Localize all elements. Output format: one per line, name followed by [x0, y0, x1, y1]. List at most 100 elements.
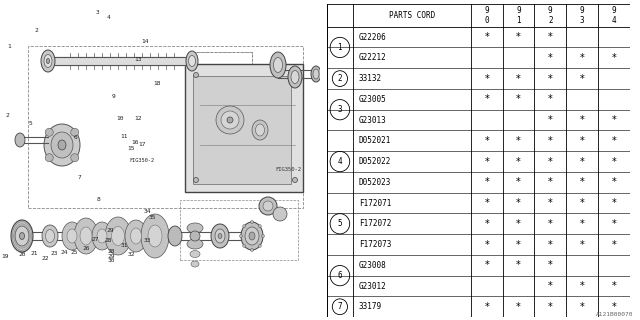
Text: *: *: [580, 156, 584, 166]
Ellipse shape: [216, 106, 244, 134]
Ellipse shape: [189, 55, 195, 67]
Text: *: *: [611, 240, 616, 250]
Text: *: *: [611, 156, 616, 166]
Text: 27: 27: [92, 237, 99, 242]
Text: 22: 22: [41, 256, 49, 261]
Text: G22212: G22212: [358, 53, 387, 62]
Text: F172071: F172071: [358, 198, 391, 208]
Text: *: *: [548, 177, 553, 187]
Text: *: *: [580, 219, 584, 229]
Ellipse shape: [313, 69, 319, 79]
Text: *: *: [516, 219, 521, 229]
Text: 4: 4: [612, 16, 616, 25]
Text: 11: 11: [120, 133, 128, 139]
Text: *: *: [611, 53, 616, 63]
Text: 1: 1: [7, 44, 11, 49]
Text: 20: 20: [18, 252, 26, 257]
Text: *: *: [611, 219, 616, 229]
Text: 17: 17: [139, 142, 146, 147]
Ellipse shape: [71, 154, 79, 162]
Text: *: *: [580, 115, 584, 125]
Text: 9: 9: [484, 6, 489, 15]
Text: *: *: [548, 115, 553, 125]
Text: A121B00070: A121B00070: [596, 312, 634, 317]
Text: 30: 30: [108, 258, 115, 263]
Text: 28: 28: [108, 249, 115, 254]
Text: *: *: [580, 281, 584, 291]
Text: 34: 34: [144, 209, 152, 214]
Ellipse shape: [186, 51, 198, 71]
Ellipse shape: [250, 220, 253, 223]
Text: G23012: G23012: [358, 282, 387, 291]
Ellipse shape: [45, 128, 53, 136]
Text: *: *: [516, 260, 521, 270]
Text: *: *: [484, 156, 489, 166]
Text: *: *: [580, 240, 584, 250]
Text: *: *: [548, 240, 553, 250]
Ellipse shape: [227, 117, 233, 123]
Ellipse shape: [105, 217, 131, 255]
Ellipse shape: [47, 59, 49, 63]
Text: 32: 32: [128, 252, 136, 257]
Text: 1: 1: [337, 43, 342, 52]
Text: 9: 9: [580, 6, 584, 15]
Text: 2: 2: [5, 113, 9, 118]
Text: 25: 25: [70, 250, 78, 255]
Text: *: *: [516, 198, 521, 208]
Text: 14: 14: [141, 39, 148, 44]
Ellipse shape: [190, 231, 200, 241]
Ellipse shape: [311, 66, 321, 82]
Ellipse shape: [62, 222, 82, 250]
Text: 23: 23: [50, 251, 58, 256]
Ellipse shape: [67, 229, 77, 243]
Text: 0: 0: [484, 16, 489, 25]
Text: *: *: [611, 177, 616, 187]
Bar: [28, 46, 303, 208]
Text: *: *: [516, 177, 521, 187]
Text: FIG350-2: FIG350-2: [275, 167, 301, 172]
Text: 13: 13: [134, 57, 142, 62]
Text: 3: 3: [96, 10, 99, 15]
Text: *: *: [484, 219, 489, 229]
Text: *: *: [548, 281, 553, 291]
Text: 18: 18: [153, 81, 161, 86]
Ellipse shape: [245, 227, 259, 245]
Text: 1: 1: [516, 16, 521, 25]
Ellipse shape: [243, 225, 246, 228]
Ellipse shape: [259, 225, 261, 228]
Text: 6: 6: [74, 135, 77, 140]
Ellipse shape: [259, 244, 261, 247]
Ellipse shape: [193, 178, 198, 182]
Ellipse shape: [187, 239, 203, 249]
Ellipse shape: [221, 111, 239, 129]
Text: *: *: [484, 74, 489, 84]
Text: 26: 26: [82, 245, 90, 251]
Bar: [185, 64, 303, 192]
Text: *: *: [580, 74, 584, 84]
Text: *: *: [580, 198, 584, 208]
Text: 7: 7: [337, 302, 342, 311]
Ellipse shape: [291, 70, 299, 84]
Ellipse shape: [288, 66, 302, 88]
Ellipse shape: [215, 229, 225, 243]
Ellipse shape: [15, 226, 29, 246]
Text: *: *: [516, 240, 521, 250]
Bar: [180, 200, 298, 260]
Text: 4: 4: [337, 157, 342, 166]
Ellipse shape: [19, 233, 24, 239]
Text: *: *: [580, 136, 584, 146]
Ellipse shape: [292, 73, 298, 77]
Ellipse shape: [270, 52, 286, 78]
Ellipse shape: [211, 224, 229, 248]
Ellipse shape: [97, 229, 107, 243]
Ellipse shape: [259, 197, 277, 215]
Text: *: *: [484, 302, 489, 312]
Text: *: *: [548, 136, 553, 146]
Ellipse shape: [42, 225, 58, 247]
Ellipse shape: [58, 140, 66, 150]
Text: *: *: [484, 177, 489, 187]
Text: 33179: 33179: [358, 302, 382, 311]
Text: G23013: G23013: [358, 116, 387, 124]
Text: F172073: F172073: [358, 240, 391, 249]
Text: *: *: [548, 198, 553, 208]
